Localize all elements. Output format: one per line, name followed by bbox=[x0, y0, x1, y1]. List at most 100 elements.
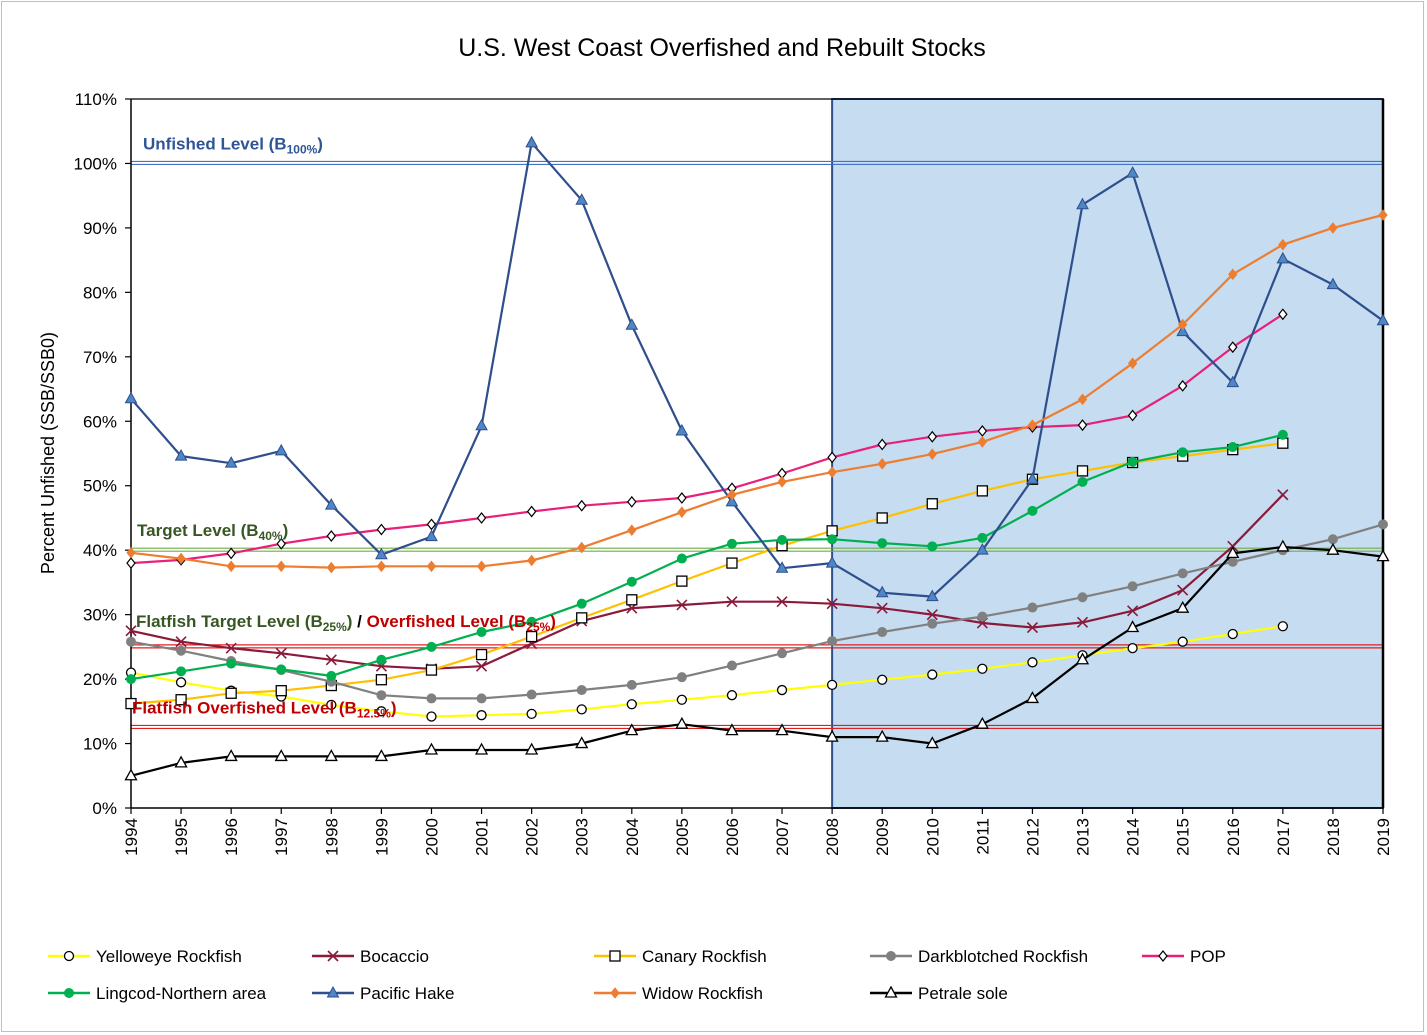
legend-swatch-marker bbox=[326, 985, 340, 998]
x-tick-label: 1996 bbox=[222, 818, 241, 856]
data-point-petrale-sole bbox=[575, 736, 589, 749]
data-point-widow-rockfish bbox=[1077, 393, 1088, 406]
data-point-canary-rockfish bbox=[425, 664, 438, 676]
data-point-pop bbox=[326, 530, 337, 542]
data-point-pacific-hake bbox=[725, 494, 739, 507]
data-point-lingcod-northern-area bbox=[1127, 456, 1138, 467]
data-point-widow-rockfish bbox=[526, 554, 537, 567]
x-tick-label: 2019 bbox=[1374, 818, 1393, 856]
data-point-pacific-hake bbox=[825, 556, 839, 568]
data-point-widow-rockfish bbox=[1127, 357, 1138, 370]
legend-swatch-marker bbox=[63, 950, 75, 962]
y-tick-label: 40% bbox=[83, 541, 117, 560]
data-point-canary-rockfish bbox=[976, 485, 989, 497]
data-point-darkblotched-rockfish bbox=[927, 618, 938, 629]
data-point-yelloweye-rockfish bbox=[376, 706, 387, 717]
data-point-widow-rockfish bbox=[677, 506, 687, 518]
data-point-pop bbox=[677, 492, 687, 504]
data-point-widow-rockfish bbox=[126, 546, 136, 559]
data-point-canary-rockfish bbox=[125, 697, 137, 710]
series-line-pacific-hake bbox=[130, 141, 1384, 598]
legend-swatch-marker bbox=[886, 951, 896, 961]
data-point-widow-rockfish bbox=[727, 488, 737, 501]
data-point-yelloweye-rockfish bbox=[1227, 628, 1238, 640]
data-point-widow-rockfish bbox=[176, 552, 186, 565]
legend-swatch-marker bbox=[327, 950, 339, 962]
data-point-canary-rockfish bbox=[525, 630, 538, 643]
target-level-label: Target Level (B40%) bbox=[137, 521, 288, 543]
x-tick-label: 2017 bbox=[1274, 818, 1293, 856]
data-point-darkblotched-rockfish bbox=[1227, 556, 1238, 567]
data-point-widow-rockfish bbox=[426, 560, 437, 573]
series-line-widow-rockfish bbox=[130, 213, 1384, 569]
legend-item-bocaccio: Bocaccio bbox=[312, 947, 429, 966]
y-tick-label: 80% bbox=[83, 283, 117, 302]
data-point-bocaccio bbox=[475, 660, 488, 672]
series-pop bbox=[126, 308, 1288, 570]
data-point-pacific-hake bbox=[1126, 166, 1139, 178]
data-point-petrale-sole bbox=[675, 716, 689, 729]
data-point-pop bbox=[526, 505, 537, 518]
data-point-widow-rockfish bbox=[1378, 209, 1388, 221]
data-point-pacific-hake bbox=[1026, 472, 1039, 484]
data-point-petrale-sole bbox=[1276, 539, 1290, 552]
data-point-bocaccio bbox=[275, 647, 287, 659]
data-point-yelloweye-rockfish bbox=[426, 711, 437, 722]
y-tick-label: 100% bbox=[74, 154, 117, 173]
data-point-bocaccio bbox=[125, 625, 137, 637]
data-point-pop bbox=[827, 451, 837, 464]
x-tick-label: 1997 bbox=[272, 818, 291, 856]
data-point-pacific-hake bbox=[475, 418, 488, 431]
data-point-widow-rockfish bbox=[1278, 238, 1288, 251]
data-point-petrale-sole bbox=[424, 742, 439, 755]
y-tick-label: 90% bbox=[83, 219, 117, 238]
legend-label: Darkblotched Rockfish bbox=[918, 947, 1088, 966]
data-point-bocaccio bbox=[1076, 616, 1089, 628]
data-point-darkblotched-rockfish bbox=[777, 648, 788, 659]
data-point-widow-rockfish bbox=[376, 560, 387, 573]
data-point-widow-rockfish bbox=[927, 448, 937, 460]
data-point-lingcod-northern-area bbox=[1077, 476, 1088, 487]
x-tick-label: 2009 bbox=[873, 818, 892, 856]
data-point-pop bbox=[1177, 379, 1188, 392]
data-point-petrale-sole bbox=[875, 729, 889, 742]
data-point-canary-rockfish bbox=[225, 687, 237, 699]
legend-item-pacific-hake: Pacific Hake bbox=[312, 984, 454, 1003]
legend-label: Canary Rockfish bbox=[642, 947, 767, 966]
legend-item-petrale-sole: Petrale sole bbox=[870, 984, 1008, 1003]
data-point-lingcod-northern-area bbox=[326, 670, 337, 681]
data-point-darkblotched-rockfish bbox=[426, 693, 437, 704]
data-point-bocaccio bbox=[926, 609, 938, 621]
data-point-pacific-hake bbox=[375, 547, 388, 560]
data-point-pop bbox=[226, 547, 236, 560]
data-point-pacific-hake bbox=[274, 443, 288, 456]
shaded-region bbox=[831, 98, 1384, 809]
data-point-petrale-sole bbox=[274, 749, 288, 762]
series-line-darkblotched-rockfish bbox=[130, 523, 1384, 700]
series-line-bocaccio bbox=[130, 494, 1284, 670]
data-point-bocaccio bbox=[826, 598, 838, 610]
legend-item-yelloweye-rockfish: Yelloweye Rockfish bbox=[48, 947, 242, 966]
data-point-yelloweye-rockfish bbox=[476, 710, 487, 721]
data-point-pacific-hake bbox=[324, 498, 338, 510]
data-point-pacific-hake bbox=[1226, 375, 1240, 388]
data-point-darkblotched-rockfish bbox=[977, 611, 988, 622]
y-tick-label: 30% bbox=[83, 606, 117, 625]
data-point-bocaccio bbox=[726, 596, 738, 608]
data-point-pop bbox=[1278, 308, 1288, 321]
series-pacific-hake bbox=[124, 135, 1390, 602]
data-point-darkblotched-rockfish bbox=[526, 689, 537, 700]
data-point-petrale-sole bbox=[1326, 542, 1340, 555]
data-point-pacific-hake bbox=[625, 318, 639, 330]
x-tick-label: 2015 bbox=[1174, 818, 1193, 856]
data-point-yelloweye-rockfish bbox=[776, 684, 788, 696]
series-line-canary-rockfish bbox=[130, 442, 1283, 705]
data-point-pacific-hake bbox=[976, 543, 989, 555]
data-point-pacific-hake bbox=[525, 135, 538, 148]
data-point-pacific-hake bbox=[925, 589, 939, 602]
data-point-darkblotched-rockfish bbox=[827, 636, 838, 647]
x-tick-label: 2005 bbox=[673, 818, 692, 856]
data-point-darkblotched-rockfish bbox=[376, 690, 387, 701]
data-point-pacific-hake bbox=[124, 391, 138, 404]
